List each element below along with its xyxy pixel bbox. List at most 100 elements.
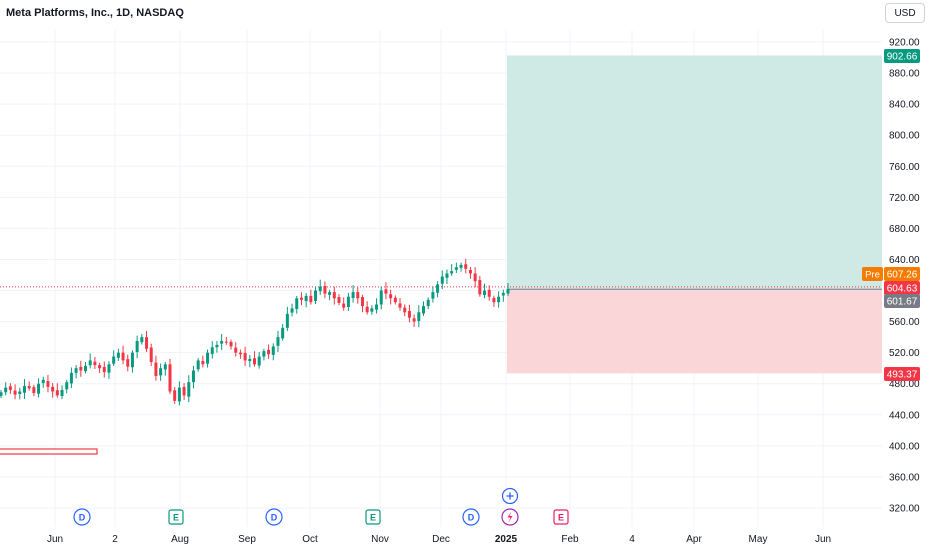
y-tick-label: 760.00 [889,162,920,173]
svg-text:601.67: 601.67 [887,297,918,308]
y-tick-label: 560.00 [889,317,920,328]
earnings-icon-glyph: E [173,513,179,523]
x-tick-label: 2025 [495,534,518,545]
earnings-icon-glyph: E [558,513,564,523]
dividend-icon-glyph: D [79,513,86,523]
candle-body [389,294,393,299]
candle-body [88,360,92,366]
scroll-bar[interactable] [0,448,98,455]
loss-zone[interactable] [507,289,882,374]
dividend-icon[interactable] [462,508,480,526]
y-tick-label: 840.00 [889,100,920,111]
chart-title: Meta Platforms, Inc., 1D, NASDAQ [6,7,184,19]
candle-body [51,386,55,392]
earnings-icon[interactable] [553,509,569,525]
target-price-tag: 902.66 [884,49,920,63]
profit-zone[interactable] [507,55,882,290]
candle-body [473,273,477,282]
candle-body [159,368,163,376]
candles [0,258,510,406]
candle-body [295,298,299,310]
x-tick-label: 2 [112,534,118,545]
candle-body [206,352,210,364]
candle-body [84,365,87,372]
lightning-icon [507,511,513,523]
earnings-icon-glyph: E [370,513,376,523]
candle-body [318,286,322,292]
candle-body [487,289,491,297]
candle-body [506,289,510,294]
candle-body [168,364,172,392]
candle-body [403,307,407,313]
candle-body [69,372,73,384]
candle-body [417,312,421,321]
candle-body [126,359,130,367]
candle-body [116,352,120,358]
candle-body [422,306,425,314]
candle-body [459,264,463,268]
candle-body [281,327,285,339]
candle-body [215,344,219,348]
candle-body [224,341,228,343]
candle-body [501,292,505,296]
earnings-icon[interactable] [168,509,184,525]
candle-body [55,390,59,396]
candle-body [196,360,200,370]
candle-body [60,389,64,397]
candle-body [27,386,31,389]
candle-body [191,370,195,383]
currency-button[interactable]: USD [885,3,925,23]
candle-body [65,382,69,390]
y-tick-label: 440.00 [889,410,920,421]
candle-body [0,392,3,396]
pre-market-tag: Pre 607.26 [862,267,920,281]
candle-body [478,279,482,295]
candle-body [375,304,379,310]
svg-text:Pre: Pre [865,270,880,281]
candle-body [370,308,374,312]
candle-body [271,346,275,355]
candle-body [328,292,332,295]
candle-body [426,299,430,307]
candle-body [93,361,97,366]
candle-body [323,286,327,294]
candle-body [483,290,487,296]
candle-body [450,271,454,274]
candle-body [314,290,318,301]
y-tick-label: 640.00 [889,255,920,266]
candle-body [393,297,397,303]
svg-text:493.37: 493.37 [887,370,918,381]
y-tick-label: 400.00 [889,441,920,452]
candle-body [121,352,125,361]
candle-body [299,297,303,300]
candle-body [253,358,256,365]
dividend-icon[interactable] [73,508,91,526]
candle-body [412,318,416,322]
candle-body [243,352,247,361]
candle-body [262,351,266,357]
candle-body [248,358,252,362]
candle-body [464,264,468,269]
svg-text:607.26: 607.26 [887,270,918,281]
candle-body [46,381,50,387]
candle-body [130,352,134,368]
candle-body [173,390,177,401]
svg-text:902.66: 902.66 [887,52,918,63]
x-tick-label: Apr [686,534,702,545]
time-scale: Jun 2 Aug Sep Oct Nov Dec 2025 Feb 4 Apr May Jun [47,534,831,545]
candle-body [210,347,214,354]
candle-body [337,297,341,303]
earnings-icon[interactable] [365,509,381,525]
entry-price-tag: 601.67 [884,294,920,308]
x-tick-label: May [749,534,768,545]
candle-body [8,386,12,390]
dividend-icon[interactable] [265,508,283,526]
candle-body [145,337,149,349]
candle-body [440,276,444,284]
candle-body [257,356,261,366]
candle-body [398,303,402,308]
candle-body [149,347,153,362]
x-tick-label: Jun [815,534,831,545]
